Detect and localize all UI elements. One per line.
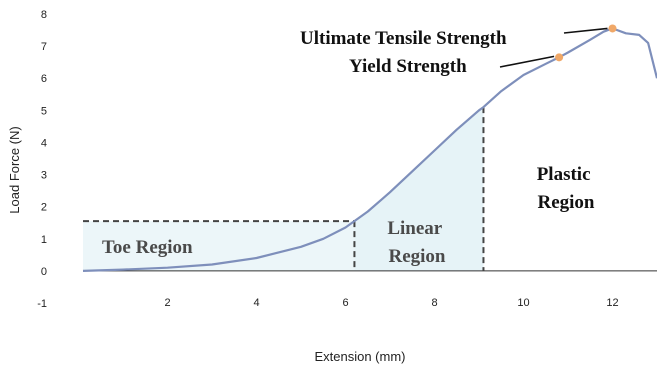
y-tick-label: 2	[41, 202, 47, 214]
x-tick-label: 8	[431, 297, 437, 309]
toe-region-fill	[83, 221, 355, 271]
plastic-region-label-line2: Region	[538, 192, 595, 213]
x-tick-label: 6	[342, 297, 348, 309]
plastic-region-label-line1: Plastic	[537, 164, 591, 185]
x-axis-label: Extension (mm)	[314, 349, 405, 364]
load-extension-curve	[82, 27, 657, 272]
linear-region-label-line1: Linear	[387, 218, 442, 239]
linear-region-label: Linear Region	[387, 218, 446, 267]
yield-strength-pointer	[499, 55, 555, 68]
y-tick-label: 4	[41, 137, 47, 149]
yield-strength-annotation: Yield Strength	[349, 56, 467, 77]
uts-pointer	[563, 27, 608, 34]
linear-region-label-line2: Region	[389, 246, 446, 267]
linear-region-fill	[354, 107, 484, 271]
x-axis-ticks: 2 4 6 8 10 12	[164, 297, 618, 309]
y-tick-label: 6	[41, 73, 47, 85]
x-tick-label: 10	[517, 297, 529, 309]
region-guides	[83, 107, 485, 271]
y-tick-label: 5	[41, 105, 47, 117]
y-tick-label: 0	[41, 266, 47, 278]
x-tick-label: 12	[606, 297, 618, 309]
x-tick-label: 2	[164, 297, 170, 309]
strength-points	[555, 24, 617, 62]
plastic-region-label: Plastic Region	[537, 164, 596, 213]
toe-region-label: Toe Region	[102, 237, 193, 258]
y-tick-label: 8	[41, 9, 47, 21]
y-axis-ticks: -1 0 1 2 3 4 5 6 7 8	[37, 9, 47, 310]
y-tick-label: 7	[41, 41, 47, 53]
region-fills	[83, 107, 484, 271]
y-tick-label: 1	[41, 234, 47, 246]
y-tick-label: 3	[41, 170, 47, 182]
yield-strength-point	[555, 53, 564, 62]
uts-annotation: Ultimate Tensile Strength	[300, 28, 507, 49]
y-axis-label: Load Force (N)	[7, 126, 22, 213]
uts-point	[608, 24, 617, 33]
y-tick-label: -1	[37, 298, 47, 310]
x-tick-label: 4	[253, 297, 259, 309]
